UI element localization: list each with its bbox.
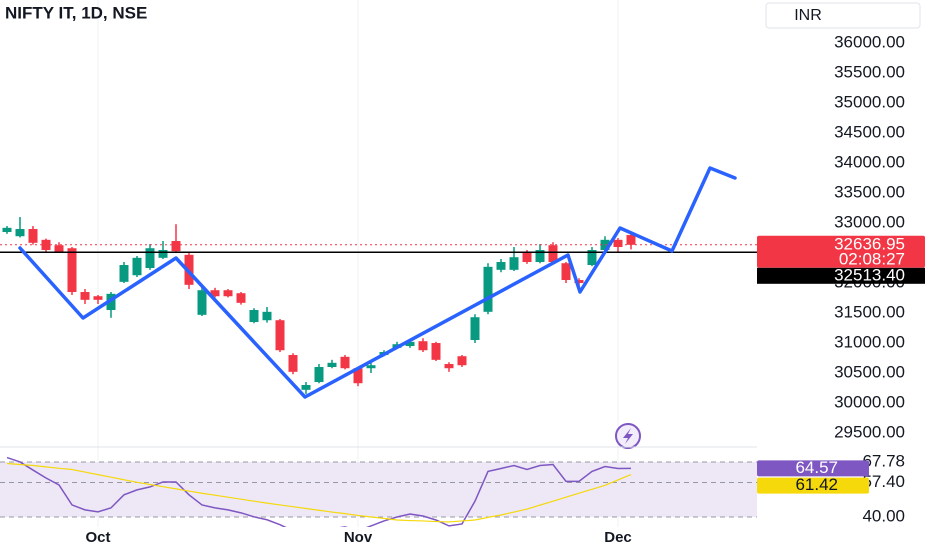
candle-body — [275, 320, 285, 351]
rsi-lines — [6, 456, 632, 527]
candle-body — [145, 248, 155, 269]
x-tick-label: Nov — [344, 529, 373, 546]
countdown-label: 02:08:27 — [839, 249, 905, 268]
y-tick-label: 33500.00 — [834, 183, 905, 202]
candle-body — [470, 317, 480, 341]
candle-body — [509, 257, 519, 270]
pattern-drawing — [18, 166, 737, 399]
candle-body — [314, 367, 324, 383]
lightning-icon — [615, 423, 641, 449]
candle-body — [210, 290, 220, 297]
y-tick-label: 36000.00 — [834, 33, 905, 52]
candle-body — [496, 262, 506, 270]
candle-body — [119, 265, 129, 282]
candle-body — [262, 311, 272, 321]
axis: 36000.00 35500.00 35000.00 34500.00 34000.00… — [85, 33, 925, 546]
rsi-value-box — [757, 460, 869, 477]
rsi-tick-label: 40.00 — [862, 506, 905, 525]
last-price-label: 32636.95 — [834, 234, 905, 253]
rsi-tick-label: 57.40 — [862, 472, 905, 491]
candle-body — [431, 343, 441, 360]
rsi-line — [6, 456, 632, 527]
candle-body — [327, 362, 337, 368]
candle-body — [405, 341, 415, 347]
candle-body — [418, 341, 428, 351]
candle-body — [197, 290, 207, 315]
candle-body — [54, 245, 64, 252]
candle-body — [158, 250, 168, 258]
candle-body — [132, 257, 142, 276]
rsi-line — [6, 462, 632, 523]
price-pane — [0, 217, 757, 395]
y-tick-label: 35000.00 — [834, 93, 905, 112]
candle-body — [535, 250, 545, 263]
rsi-value-label: 61.42 — [795, 475, 838, 494]
candle-body — [626, 235, 636, 245]
candle-body — [93, 296, 103, 300]
candle-body — [67, 248, 77, 293]
candle-body — [28, 229, 38, 243]
y-tick-label: 30500.00 — [834, 363, 905, 382]
candle-body — [587, 250, 597, 266]
y-tick-label: 35500.00 — [834, 63, 905, 82]
candle-body — [80, 292, 90, 300]
y-tick-label: 34000.00 — [834, 153, 905, 172]
candle-body — [353, 368, 363, 384]
level-box — [757, 267, 925, 284]
y-tick-label: 34500.00 — [834, 123, 905, 142]
candle-body — [171, 241, 181, 252]
chart-title: NIFTY IT, 1D, NSE — [5, 3, 147, 22]
candle-body — [249, 310, 259, 323]
rsi-pane — [0, 456, 757, 527]
candle-body — [483, 266, 493, 312]
candle-body — [574, 280, 584, 284]
candle-body — [366, 365, 376, 369]
y-tick-label: 31000.00 — [834, 333, 905, 352]
currency-label[interactable]: INR — [794, 7, 822, 24]
candle-body — [288, 355, 298, 372]
candle-body — [2, 227, 12, 233]
candle-body — [236, 293, 246, 303]
y-tick-label: 29500.00 — [834, 423, 905, 442]
y-tick-label: 30000.00 — [834, 393, 905, 412]
last-price-box — [757, 235, 925, 268]
candle-body — [457, 356, 467, 366]
candle-body — [444, 364, 454, 369]
rsi-tick-label: 67.78 — [862, 451, 905, 470]
rsi-value-label: 64.57 — [795, 458, 838, 477]
y-tick-label: 31500.00 — [834, 303, 905, 322]
x-tick-label: Oct — [85, 529, 110, 546]
rsi-band — [0, 461, 757, 517]
rsi-value-box — [757, 477, 869, 494]
candle-body — [15, 229, 25, 237]
candle-body — [561, 263, 571, 281]
candle-body — [223, 290, 233, 297]
currency-button[interactable] — [765, 2, 921, 29]
candle-body — [522, 253, 532, 263]
candle-body — [548, 245, 558, 263]
candle-body — [613, 239, 623, 248]
candle-body — [340, 356, 350, 369]
x-tick-label: Dec — [604, 529, 632, 546]
y-tick-label: 33000.00 — [834, 213, 905, 232]
candle-body — [301, 385, 311, 390]
level-label: 32513.40 — [834, 265, 905, 284]
